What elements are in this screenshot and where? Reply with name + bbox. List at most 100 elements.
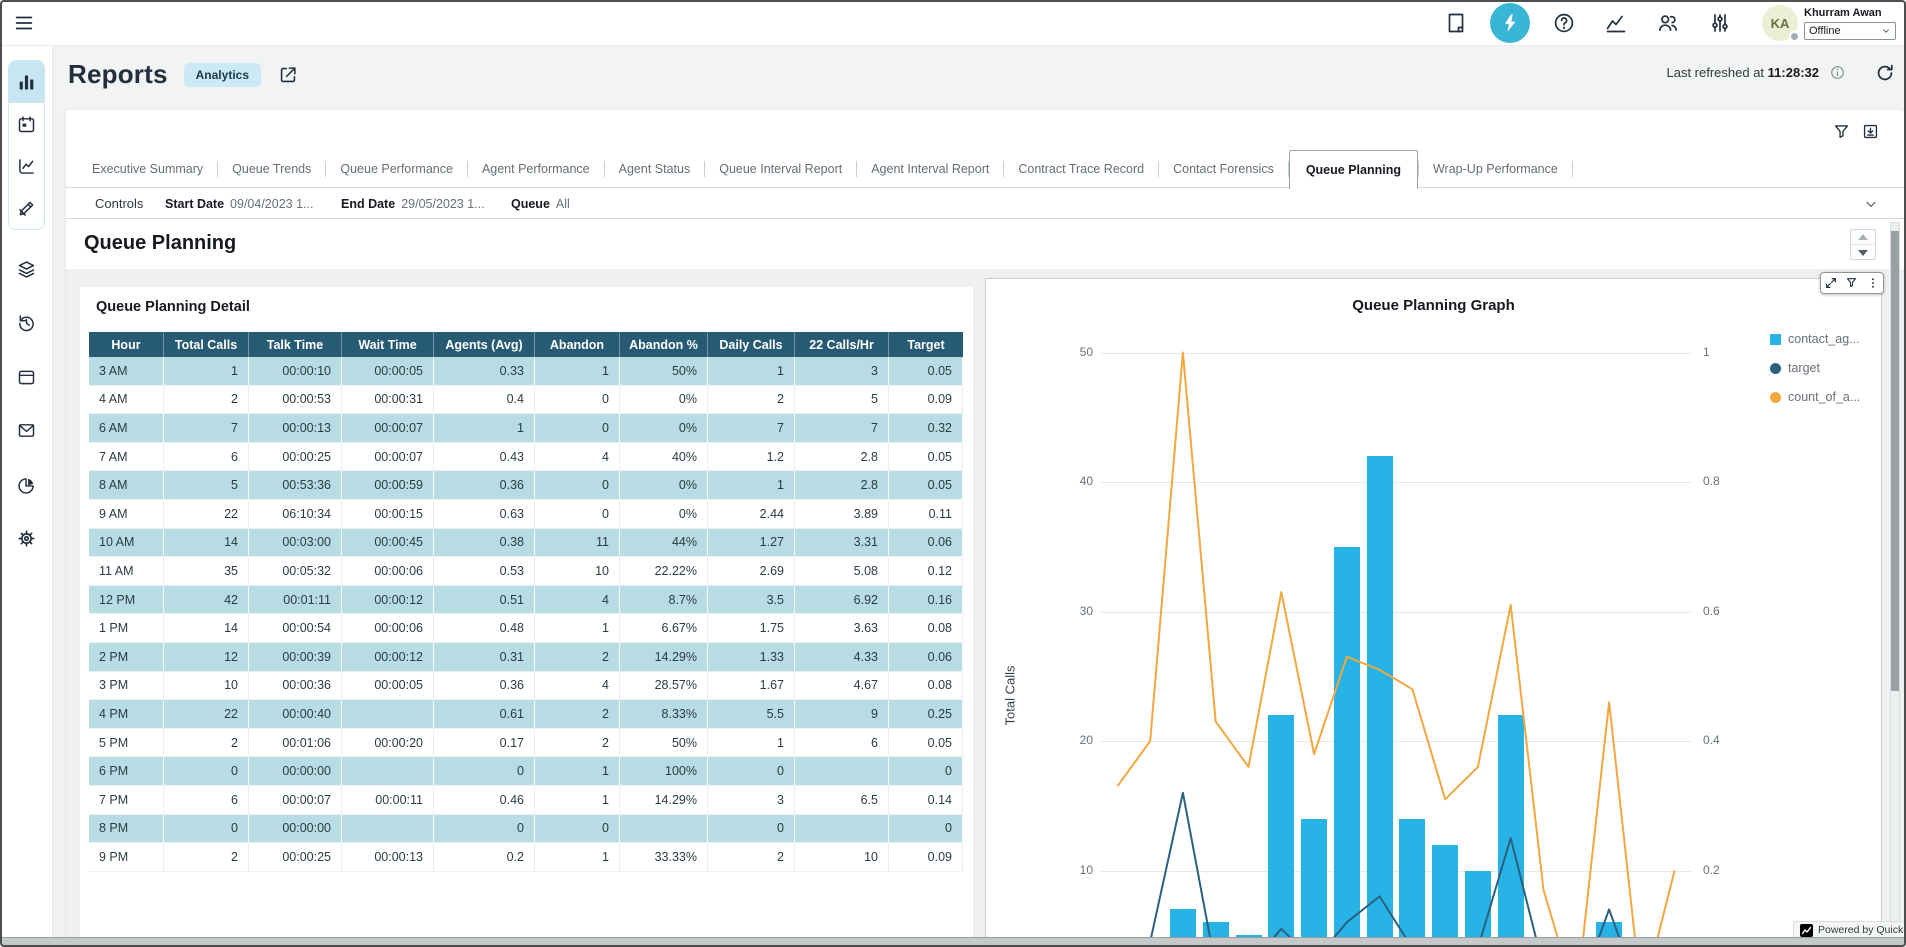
table-row[interactable]: 9 PM200:00:2500:00:130.2133.33%2100.09 (89, 843, 963, 872)
filter-small-icon[interactable] (1845, 276, 1859, 290)
tab-queue-performance[interactable]: Queue Performance (326, 150, 467, 188)
table-row[interactable]: 3 AM100:00:1000:00:050.33150%130.05 (89, 357, 963, 386)
tab-queue-trends[interactable]: Queue Trends (218, 150, 325, 188)
sidebar-item-history[interactable] (16, 312, 37, 333)
sidebar-item-layers[interactable] (16, 259, 37, 280)
notes-icon[interactable] (1444, 11, 1468, 35)
table-row[interactable]: 5 PM200:01:0600:00:200.17250%160.05 (89, 729, 963, 758)
table-row[interactable]: 7 AM600:00:2500:00:070.43440%1.22.80.05 (89, 443, 963, 472)
column-header[interactable]: 22 Calls/Hr (795, 332, 889, 357)
sidebar-item-design[interactable] (9, 187, 44, 229)
table-cell: 1.67 (708, 672, 795, 701)
table-row[interactable]: 6 PM000:00:0001100%00 (89, 757, 963, 786)
legend-item-contact-ag-[interactable]: contact_ag... (1770, 331, 1860, 347)
table-cell: 3 (795, 357, 889, 386)
sidebar-item-browser[interactable] (16, 367, 37, 388)
column-header[interactable]: Daily Calls (708, 332, 795, 357)
filter-start-date[interactable]: Start Date09/04/2023 1... (165, 197, 313, 211)
menu-kebab-icon[interactable] (1866, 276, 1880, 290)
table-row[interactable]: 8 AM500:53:3600:00:590.3600%12.80.05 (89, 471, 963, 500)
sheet-scrollbar-thumb[interactable] (1891, 231, 1899, 691)
sidebar-item-dashboards[interactable] (9, 61, 44, 103)
info-icon[interactable] (1829, 64, 1846, 81)
tab-queue-planning[interactable]: Queue Planning (1289, 150, 1418, 189)
sheet-heading-band: Queue Planning (66, 219, 1904, 269)
tab-wrap-up-performance[interactable]: Wrap-Up Performance (1419, 150, 1572, 188)
table-cell: 10 AM (89, 529, 164, 558)
app-window: KA Khurram Awan Offline (0, 0, 1906, 947)
download-icon[interactable] (1861, 122, 1880, 141)
table-cell: 0 (889, 757, 963, 786)
refresh-icon[interactable] (1874, 62, 1896, 84)
help-icon[interactable] (1552, 11, 1576, 35)
table-row[interactable]: 4 AM200:00:5300:00:310.400%250.09 (89, 386, 963, 415)
table-cell: 2.69 (708, 557, 795, 586)
expand-icon[interactable] (1824, 276, 1838, 290)
controls-collapse-chevron-icon[interactable] (1864, 197, 1878, 211)
table-row[interactable]: 10 AM1400:03:0000:00:450.381144%1.273.31… (89, 529, 963, 558)
column-header[interactable]: Target (889, 332, 963, 357)
history-icon (16, 312, 37, 333)
left-axis-tick: 20 (1046, 733, 1093, 747)
external-link-icon[interactable] (277, 64, 299, 86)
quicksight-logo-icon (1800, 924, 1813, 937)
table-row[interactable]: 6 AM700:00:1300:00:07100%770.32 (89, 414, 963, 443)
table-row[interactable]: 9 AM2206:10:3400:00:150.6300%2.443.890.1… (89, 500, 963, 529)
filter-queue[interactable]: QueueAll (511, 197, 570, 211)
column-header[interactable]: Abandon (535, 332, 620, 357)
table-row[interactable]: 11 AM3500:05:3200:00:060.531022.22%2.695… (89, 557, 963, 586)
metrics-icon[interactable] (1604, 11, 1628, 35)
tab-executive-summary[interactable]: Executive Summary (78, 150, 217, 188)
preferences-sliders-icon[interactable] (1708, 11, 1732, 35)
column-header[interactable]: Talk Time (249, 332, 342, 357)
table-row[interactable]: 8 PM000:00:000000 (89, 815, 963, 844)
tab-queue-interval-report[interactable]: Queue Interval Report (705, 150, 856, 188)
menu-icon[interactable] (13, 12, 35, 34)
table-cell: 00:00:53 (249, 386, 342, 415)
sidebar-item-settings[interactable] (16, 528, 37, 549)
table-row[interactable]: 3 PM1000:00:3600:00:050.36428.57%1.674.6… (89, 672, 963, 701)
users-icon[interactable] (1656, 11, 1680, 35)
table-row[interactable]: 1 PM1400:00:5400:00:060.4816.67%1.753.63… (89, 614, 963, 643)
legend-item-count-of-a-[interactable]: count_of_a... (1770, 389, 1860, 405)
sidebar-item-reports[interactable] (16, 475, 37, 496)
status-select[interactable]: Offline (1804, 22, 1896, 40)
table-cell: 00:00:00 (249, 815, 342, 844)
sidebar-item-email[interactable] (16, 420, 37, 441)
table-cell: 5 PM (89, 729, 164, 758)
table-cell: 4 (535, 443, 620, 472)
tab-contact-forensics[interactable]: Contact Forensics (1159, 150, 1288, 188)
sidebar (0, 46, 53, 947)
scroll-up-button[interactable] (1851, 230, 1875, 245)
square-marker-icon (1770, 334, 1781, 345)
column-header[interactable]: Hour (89, 332, 164, 357)
table-cell: 00:01:06 (249, 729, 342, 758)
table-cell: 00:00:06 (342, 557, 434, 586)
table-row[interactable]: 4 PM2200:00:400.6128.33%5.590.25 (89, 700, 963, 729)
column-header[interactable]: Agents (Avg) (434, 332, 535, 357)
table-cell: 3.31 (795, 529, 889, 558)
tab-agent-interval-report[interactable]: Agent Interval Report (857, 150, 1003, 188)
table-cell: 1.27 (708, 529, 795, 558)
filter-end-date[interactable]: End Date29/05/2023 1... (341, 197, 485, 211)
legend-item-target[interactable]: target (1770, 360, 1860, 376)
column-header[interactable]: Abandon % (620, 332, 708, 357)
column-header[interactable]: Wait Time (342, 332, 434, 357)
table-cell: 4 PM (89, 700, 164, 729)
table-row[interactable]: 7 PM600:00:0700:00:110.46114.29%36.50.14 (89, 786, 963, 815)
table-row[interactable]: 12 PM4200:01:1100:00:120.5148.7%3.56.920… (89, 586, 963, 615)
tab-agent-performance[interactable]: Agent Performance (468, 150, 604, 188)
tab-contract-trace-record[interactable]: Contract Trace Record (1004, 150, 1158, 188)
scroll-down-button[interactable] (1851, 245, 1875, 260)
sidebar-item-calendar[interactable] (9, 103, 44, 145)
table-cell: 0.48 (434, 614, 535, 643)
avatar[interactable]: KA (1762, 5, 1798, 41)
tasks-lightning-icon[interactable] (1490, 3, 1530, 43)
filter-icon[interactable] (1832, 122, 1851, 141)
table-row[interactable]: 2 PM1200:00:3900:00:120.31214.29%1.334.3… (89, 643, 963, 672)
tab-agent-status[interactable]: Agent Status (605, 150, 705, 188)
table-cell: 1 (434, 414, 535, 443)
column-header[interactable]: Total Calls (164, 332, 249, 357)
sidebar-item-metrics[interactable] (9, 145, 44, 187)
powered-by-text: Powered by QuickSight (1818, 924, 1906, 936)
